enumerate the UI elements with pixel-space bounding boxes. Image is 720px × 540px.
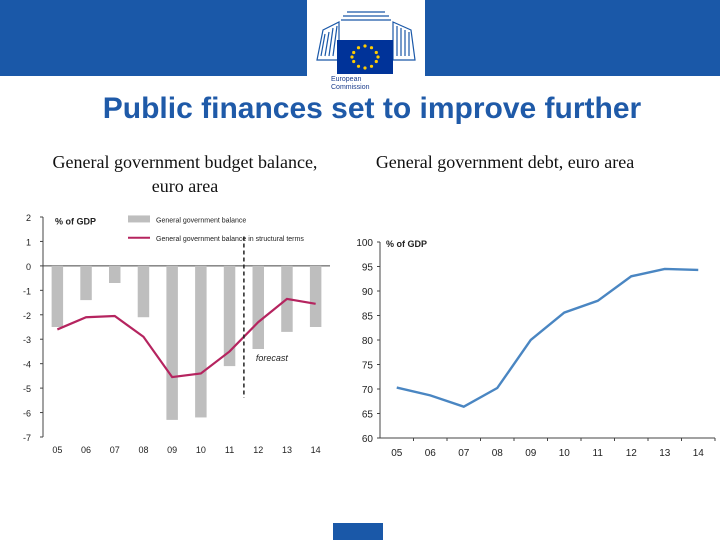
y-tick-label: 100 [356,238,373,249]
x-tick-label: 11 [593,448,604,459]
y-tick-label: 85 [362,312,374,323]
y-tick-label: 1 [26,237,31,247]
unit-label: % of GDP [386,239,427,249]
budget-balance-chart: 210-1-2-3-4-5-6-705 06 07 08 09 10 11 12 13 14for… [23,213,330,455]
x-tick-label: 13 [282,445,292,455]
y-tick-label: 60 [362,434,374,445]
x-tick-label: 09 [525,448,537,459]
line-government-debt [396,267,699,408]
y-tick-label: -4 [23,360,31,370]
logo-text: European Commission [331,76,370,91]
legend-label-line: General government balance in structural… [156,236,304,243]
y-tick-label: 80 [362,336,374,347]
x-tick-label: 14 [311,445,321,455]
y-tick-label: 0 [26,262,31,272]
bar-general-balance [309,265,322,327]
x-tick-label: 05 [391,448,403,459]
y-tick-label: -6 [23,409,31,419]
x-tick-label: 10 [559,448,571,459]
y-tick-label: -5 [23,384,31,394]
berlaymont-building-icon [316,11,416,61]
bar-general-balance [166,265,178,420]
y-tick-label: 95 [362,263,374,274]
european-commission-logo: European Commission [307,0,425,98]
eu-flag-icon [337,40,393,74]
footer-bar [333,523,383,540]
x-tick-label: 08 [492,448,504,459]
bar-general-balance [195,265,207,418]
right-chart-title: General government debt, euro area [375,152,635,172]
y-tick-label: -1 [23,286,31,296]
y-tick-label: -2 [23,311,31,321]
y-tick-label: -7 [23,433,31,443]
y-tick-label: -3 [23,335,31,345]
x-tick-label: 07 [458,448,470,459]
unit-label: % of GDP [55,216,96,226]
bar-general-balance [51,265,64,327]
government-debt-chart: 100 95 90 85 80 75 70 65 60 05 06 07 08 09 10 11 12 13 14%… [356,238,716,459]
x-tick-label: 06 [425,448,437,459]
y-tick-label: 2 [26,213,31,223]
y-tick-label: 70 [362,385,374,396]
bar-general-balance [137,265,150,318]
x-tick-label: 10 [196,445,206,455]
x-tick-label: 05 [52,445,62,455]
page-title: Public finances set to improve further [102,92,642,125]
x-tick-label: 12 [626,448,638,459]
bar-general-balance [109,265,121,283]
left-chart-title: General government budget balance, euro … [52,152,318,196]
bar-general-balance [80,265,92,301]
legend-label-bar: General government balance [156,217,246,224]
x-tick-label: 13 [659,448,671,459]
bar-general-balance [223,265,236,367]
x-tick-label: 07 [110,445,120,455]
x-tick-label: 14 [693,448,705,459]
x-tick-label: 11 [225,445,234,455]
x-tick-label: 06 [81,445,91,455]
bar-general-balance [252,265,264,349]
y-tick-label: 90 [362,287,374,298]
y-tick-label: 65 [362,410,374,421]
line-structural-balance [56,297,316,379]
legend-swatch-bar [128,215,150,223]
x-tick-label: 08 [138,445,148,455]
x-tick-label: 09 [167,445,177,455]
x-tick-label: 12 [253,445,263,455]
y-tick-label: 75 [362,361,374,372]
forecast-label: forecast [256,353,289,363]
